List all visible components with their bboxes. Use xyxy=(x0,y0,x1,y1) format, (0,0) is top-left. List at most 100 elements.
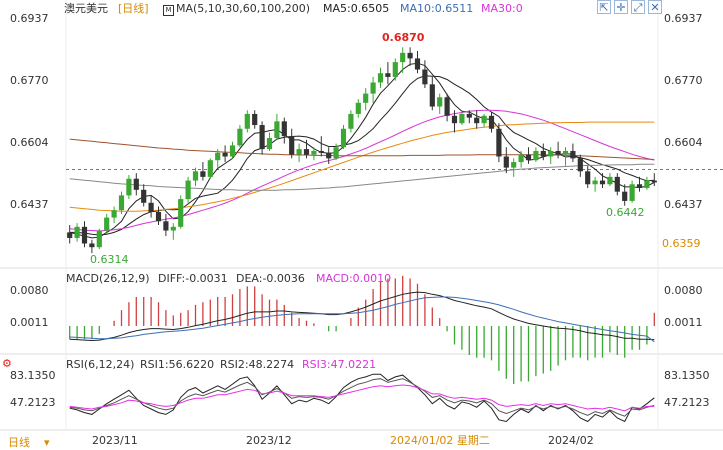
rsi-label: RSI(6,12,24) xyxy=(66,358,135,371)
candle-body xyxy=(185,180,191,200)
candle-body xyxy=(533,150,539,161)
candle-body xyxy=(148,202,154,213)
price-axis-left-1: 0.6770 xyxy=(10,74,49,87)
close-icon[interactable]: ✕ xyxy=(648,0,662,14)
expand-icon[interactable]: ⇱ xyxy=(597,0,611,14)
candle-body xyxy=(370,82,376,94)
candle-body xyxy=(318,150,324,153)
ma30-value: MA30:0 xyxy=(481,2,523,15)
candle-body xyxy=(385,73,391,77)
rsi1-value: RSI1:56.6220 xyxy=(140,358,215,371)
macd-value: MACD:0.0010 xyxy=(316,272,392,285)
x-axis-label-3: 2024/02 xyxy=(548,434,594,447)
period-dropdown-icon[interactable]: ▾ xyxy=(44,436,50,449)
rsi-axis-right-0: 83.1350 xyxy=(664,369,710,382)
settings-gear-icon[interactable]: ⚙ xyxy=(2,357,12,370)
candle-body xyxy=(289,136,295,155)
candle-body xyxy=(215,152,221,161)
candle-body xyxy=(414,58,421,70)
candle-body xyxy=(518,154,524,163)
period-label[interactable]: [日线] xyxy=(118,2,149,15)
candle-body xyxy=(614,176,620,192)
candle-body xyxy=(126,178,132,196)
rsi-line-rsi1 xyxy=(69,373,655,423)
ma-settings-label[interactable]: M MA(5,10,30,60,100,200) xyxy=(163,2,310,16)
candle-body xyxy=(363,93,369,103)
rsi2-value: RSI2:48.2274 xyxy=(220,358,295,371)
crosshair-icon[interactable]: ✛ xyxy=(614,0,628,14)
candle-body xyxy=(81,226,88,244)
price-axis-right-1: 0.6770 xyxy=(664,74,703,87)
x-axis-label-crosshair: 2024/01/02 星期二 xyxy=(390,434,490,447)
candle-body xyxy=(570,150,576,159)
macd-dea-line xyxy=(69,296,655,343)
candle-body xyxy=(237,128,243,146)
candle-body xyxy=(207,160,213,177)
candle-body xyxy=(170,226,176,231)
rsi-line-rsi2 xyxy=(69,378,655,417)
candle-body xyxy=(74,226,80,238)
x-axis-label-1: 2023/12 xyxy=(246,434,292,447)
ma10-value: MA10:0.6511 xyxy=(400,2,474,15)
price-axis-right-extra: 0.6359 xyxy=(662,237,701,250)
candle-body xyxy=(377,73,384,83)
rsi-line-rsi3 xyxy=(69,384,655,412)
candle-body xyxy=(259,125,265,150)
x-axis-label-0: 2023/11 xyxy=(92,434,138,447)
symbol-title: 澳元美元 xyxy=(64,2,108,15)
candle-body xyxy=(348,113,354,129)
candle-body xyxy=(525,154,532,161)
candle-body xyxy=(266,138,273,150)
macd-axis-right-1: 0.0011 xyxy=(664,316,703,329)
candle-body xyxy=(555,150,561,155)
ma-params: MA(5,10,30,60,100,200) xyxy=(176,2,311,15)
candle-body xyxy=(540,150,546,157)
price-axis-right-2: 0.6604 xyxy=(664,136,703,149)
chart-icon: M xyxy=(163,5,174,16)
macd-diff-line xyxy=(69,291,655,342)
candle-body xyxy=(281,121,287,137)
candle-body xyxy=(607,176,613,185)
candle-body xyxy=(141,189,147,203)
ma5-value: MA5:0.6505 xyxy=(323,2,390,15)
candle-body xyxy=(155,212,162,222)
candle-body xyxy=(89,243,95,248)
price-axis-left-3: 0.6437 xyxy=(10,198,49,211)
macd-axis-left-1: 0.0011 xyxy=(10,316,49,329)
price-axis-right-3: 0.6437 xyxy=(664,198,703,211)
period-button[interactable]: 日线 xyxy=(8,436,30,449)
candle-body xyxy=(400,52,406,63)
macd-label: MACD(26,12,9) xyxy=(66,272,150,285)
candle-body xyxy=(466,113,472,118)
candle-body xyxy=(444,97,450,116)
candle-body xyxy=(178,199,184,227)
low-annotation-left: 0.6314 xyxy=(90,253,129,266)
price-axis-left-2: 0.6604 xyxy=(10,136,49,149)
ma-line-ma30 xyxy=(69,109,655,232)
rsi3-value: RSI3:47.0221 xyxy=(302,358,377,371)
candle-body xyxy=(252,113,258,126)
ma-line-ma5 xyxy=(69,62,655,239)
candle-body xyxy=(548,150,554,157)
candle-body xyxy=(355,102,361,114)
candle-body xyxy=(111,210,117,218)
high-annotation: 0.6870 xyxy=(382,31,425,44)
candle-body xyxy=(326,152,332,159)
candle-body xyxy=(562,150,569,155)
ma-line-ma200 xyxy=(69,163,655,191)
candle-body xyxy=(303,149,310,155)
candle-body xyxy=(222,152,228,157)
candle-body xyxy=(511,162,517,168)
candle-body xyxy=(200,171,206,177)
candle-body xyxy=(244,113,250,129)
candle-body xyxy=(474,117,480,124)
fullscreen-icon[interactable]: ⤢ xyxy=(631,0,645,14)
candle-body xyxy=(451,115,458,124)
candle-body xyxy=(67,232,73,238)
low-annotation-right: 0.6442 xyxy=(606,206,645,219)
candle-body xyxy=(459,113,465,124)
candle-body xyxy=(333,147,339,159)
candle-body xyxy=(629,184,635,201)
